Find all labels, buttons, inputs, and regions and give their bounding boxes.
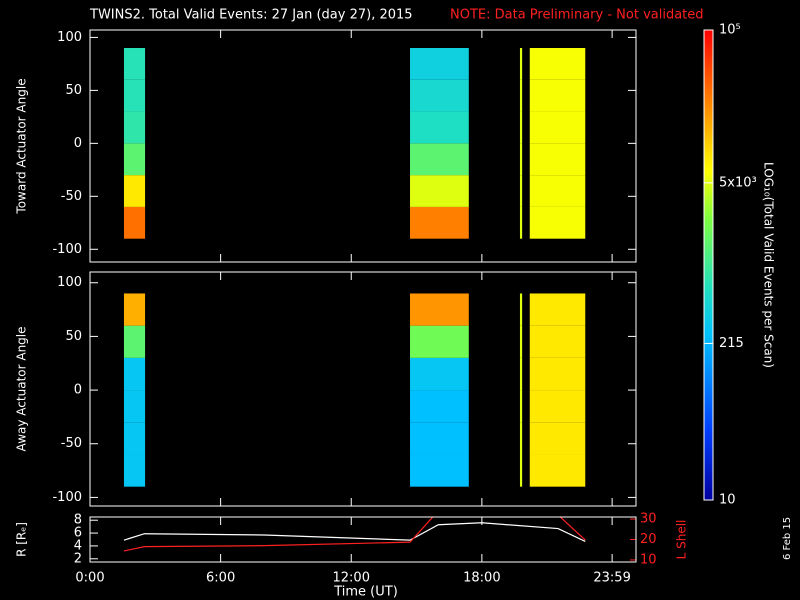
x-tick-label: 6:00 xyxy=(206,571,235,586)
series-line xyxy=(123,517,586,552)
heatmap-cell xyxy=(519,357,523,391)
heatmap-cell xyxy=(529,454,586,487)
heatmap-cell xyxy=(123,325,146,358)
heatmap-cell xyxy=(123,357,146,391)
line-group xyxy=(123,517,586,552)
heatmap-cell xyxy=(519,48,523,80)
colorbar-tick-label: 10 xyxy=(719,493,736,508)
panel-frame xyxy=(89,271,637,507)
colorbar-tick-label: 215 xyxy=(719,336,744,351)
y-tick-label: 4 xyxy=(74,538,82,553)
heatmap-cell xyxy=(529,357,586,391)
x-label: Time (UT) xyxy=(333,585,398,600)
heatmap-cell xyxy=(529,48,586,80)
heatmap-cell xyxy=(123,143,146,176)
y-tick-label: -50 xyxy=(61,189,82,204)
heatmap-cell xyxy=(123,48,146,80)
heatmap-cell xyxy=(410,111,469,144)
y2-tick-label: 20 xyxy=(640,532,657,547)
colorbar-tick-label: 10⁵ xyxy=(719,23,741,38)
heatmap-cell xyxy=(519,111,523,144)
y-tick-label: 0 xyxy=(74,383,82,398)
colorbar-tick-label: 5x10³ xyxy=(719,175,757,190)
y-tick-label: -100 xyxy=(52,490,82,505)
heatmap-cell xyxy=(519,143,523,176)
heatmap-cell xyxy=(529,325,586,358)
y-tick-label: 6 xyxy=(74,526,82,541)
x-tick-label: 18:00 xyxy=(463,571,500,586)
panel-frame xyxy=(89,516,637,563)
heatmap-cell xyxy=(123,454,146,487)
colorbar xyxy=(703,29,714,501)
y-tick-label: -100 xyxy=(52,242,82,257)
y-tick-label: 100 xyxy=(57,30,82,45)
heatmap-cell xyxy=(529,175,586,207)
x-tick-label: 12:00 xyxy=(333,571,370,586)
heatmap-cell xyxy=(410,48,469,80)
heatmap-cell xyxy=(529,143,586,176)
heatmap-cell xyxy=(410,422,469,455)
heatmap-cell xyxy=(519,390,523,423)
y-tick-label: -50 xyxy=(61,436,82,451)
panel-frame xyxy=(89,29,637,263)
heatmap-cell xyxy=(123,111,146,144)
heatmap-cell xyxy=(519,422,523,455)
heatmap-cell xyxy=(410,390,469,423)
y-label: R [Rₑ] xyxy=(15,522,29,557)
heatmap-cell xyxy=(519,293,523,326)
heatmap-cell xyxy=(123,390,146,423)
heatmap-cell xyxy=(123,206,146,239)
heatmap-cell xyxy=(123,79,146,112)
heatmap-cell xyxy=(529,422,586,455)
y2-tick-label: 30 xyxy=(640,512,657,527)
note: NOTE: Data Preliminary - Not validated xyxy=(450,8,704,23)
y-tick-label: 50 xyxy=(65,329,82,344)
heatmap-cell xyxy=(410,454,469,487)
series-line xyxy=(123,522,586,542)
y2-tick-label: 10 xyxy=(640,552,657,567)
y-tick-label: 50 xyxy=(65,83,82,98)
x-tick-label: 23:59 xyxy=(593,571,630,586)
heatmap-cell xyxy=(410,206,469,239)
heatmap-cell xyxy=(529,111,586,144)
y-label: Toward Actuator Angle xyxy=(15,78,29,214)
heatmap-cell xyxy=(519,454,523,487)
x-tick-label: 0:00 xyxy=(75,571,104,586)
heatmap-cell xyxy=(410,293,469,326)
y-tick-label: 8 xyxy=(74,513,82,528)
stamp: 6 Feb 15 xyxy=(782,517,793,560)
y2-label: L Shell xyxy=(675,520,689,560)
heatmap-cell xyxy=(529,206,586,239)
heatmap-cell xyxy=(519,325,523,358)
heatmap-cell xyxy=(529,390,586,423)
heatmap-cell xyxy=(410,175,469,207)
colorbar-label: LOG₁₀(Total Valid Events per Scan) xyxy=(762,162,776,368)
heatmap-cell xyxy=(123,293,146,326)
heatmap-cell xyxy=(519,175,523,207)
heatmap-cell xyxy=(410,357,469,391)
heatmap-cell xyxy=(529,293,586,326)
heatmap-cell xyxy=(410,325,469,358)
y-label: Away Actuator Angle xyxy=(15,326,29,451)
heatmap-cell xyxy=(519,206,523,239)
y-tick-label: 2 xyxy=(74,551,82,566)
heatmap-cell xyxy=(123,422,146,455)
heatmap-cell xyxy=(410,79,469,112)
heatmap-cell xyxy=(123,175,146,207)
heatmap-cell xyxy=(529,79,586,112)
y-tick-label: 0 xyxy=(74,136,82,151)
heatmap-cell xyxy=(519,79,523,112)
heatmap-cell xyxy=(410,143,469,176)
title: TWINS2. Total Valid Events: 27 Jan (day … xyxy=(89,8,413,23)
y-tick-label: 100 xyxy=(57,275,82,290)
